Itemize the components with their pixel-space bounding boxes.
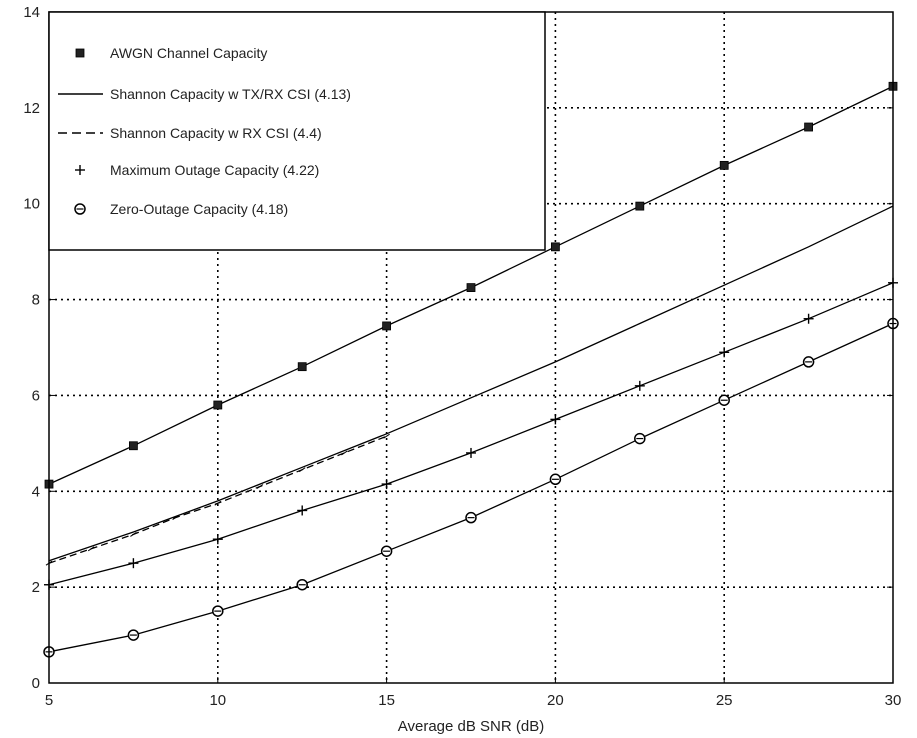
legend-label: Shannon Capacity w TX/RX CSI (4.13) xyxy=(110,86,351,102)
legend-item-5: Zero-Outage Capacity (4.18) xyxy=(74,201,288,217)
data-point-circle xyxy=(802,356,815,368)
legend-label: AWGN Channel Capacity xyxy=(110,45,267,61)
y-tick-label: 2 xyxy=(32,579,40,596)
x-tick-label: 25 xyxy=(716,692,733,709)
x-axis-label: Average dB SNR (dB) xyxy=(398,718,544,735)
series-layer xyxy=(43,81,899,658)
data-point-plus xyxy=(381,479,392,490)
legend-label: Zero-Outage Capacity (4.18) xyxy=(110,201,288,217)
y-tick-label: 0 xyxy=(32,675,40,692)
y-tick-label: 6 xyxy=(32,387,40,404)
series-line xyxy=(48,322,894,653)
data-point-square xyxy=(551,242,560,252)
x-tick-label: 15 xyxy=(378,692,395,709)
legend-label: Maximum Outage Capacity (4.22) xyxy=(110,162,319,178)
series-line xyxy=(48,205,894,562)
data-point-circle xyxy=(74,203,86,215)
series-4 xyxy=(44,277,898,590)
axis-ticks: 5 10 15 20 25 30 0 2 4 6 8 10 12 14 xyxy=(23,4,901,709)
dashed-marker xyxy=(87,546,95,552)
data-point-circle xyxy=(296,578,308,591)
x-tick-label: 20 xyxy=(547,692,564,709)
data-point-circle xyxy=(718,394,730,406)
series-2 xyxy=(48,205,894,562)
data-point-circle xyxy=(380,545,393,557)
data-point-square xyxy=(297,362,307,372)
data-point-plus xyxy=(550,414,561,425)
series-5 xyxy=(43,317,899,658)
data-point-square xyxy=(75,48,85,58)
data-point-square xyxy=(128,441,138,451)
x-tick-label: 5 xyxy=(45,692,53,709)
dashed-marker xyxy=(298,467,306,473)
dashed-marker xyxy=(256,484,264,489)
legend-item-2: Shannon Capacity w TX/RX CSI (4.13) xyxy=(58,86,351,102)
series-3 xyxy=(45,433,390,566)
data-point-plus xyxy=(75,165,85,175)
data-point-plus xyxy=(466,447,476,458)
y-tick-label: 12 xyxy=(23,100,40,117)
dashed-marker xyxy=(172,515,179,521)
data-point-square xyxy=(382,321,392,331)
data-point-square xyxy=(804,122,813,132)
legend-item-1: AWGN Channel Capacity xyxy=(75,45,267,61)
y-tick-label: 10 xyxy=(23,196,40,213)
y-tick-label: 8 xyxy=(32,292,40,309)
y-tick-label: 14 xyxy=(23,4,40,21)
series-line xyxy=(48,282,894,586)
x-tick-label: 10 xyxy=(209,692,226,709)
dashed-marker xyxy=(130,532,137,537)
legend-label: Shannon Capacity w RX CSI (4.4) xyxy=(110,125,322,141)
data-point-plus xyxy=(719,347,730,358)
data-point-square xyxy=(466,283,476,292)
x-tick-label: 30 xyxy=(885,692,902,709)
data-point-circle xyxy=(212,605,224,617)
y-tick-label: 4 xyxy=(32,483,40,500)
data-point-square xyxy=(635,201,645,211)
dashed-marker xyxy=(214,500,222,506)
data-point-plus xyxy=(212,534,223,545)
legend-item-3: Shannon Capacity w RX CSI (4.4) xyxy=(58,125,322,141)
data-point-circle xyxy=(549,473,562,486)
data-point-plus xyxy=(128,558,139,569)
data-point-square xyxy=(213,400,223,410)
legend-box xyxy=(48,11,546,251)
data-point-plus xyxy=(634,380,645,391)
dashed-marker xyxy=(383,433,390,439)
data-point-circle xyxy=(127,629,140,641)
data-point-plus xyxy=(297,505,308,516)
data-point-square xyxy=(719,160,729,170)
data-point-circle xyxy=(634,432,646,445)
data-point-circle xyxy=(465,511,477,524)
legend: AWGN Channel Capacity Shannon Capacity w … xyxy=(48,11,546,251)
data-point-plus xyxy=(803,313,814,324)
dashed-marker xyxy=(341,450,348,456)
legend-item-4: Maximum Outage Capacity (4.22) xyxy=(75,162,319,178)
